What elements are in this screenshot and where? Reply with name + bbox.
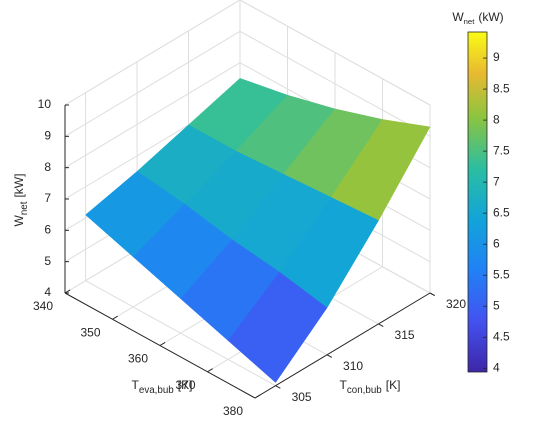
y-tick-label: 380: [223, 404, 243, 418]
x-axis-label-part: T: [340, 378, 348, 392]
x-axis-label-part: [K]: [386, 378, 401, 392]
y-tick-label: 340: [33, 299, 53, 313]
colorbar: [467, 31, 488, 373]
x-tick-label: 310: [343, 359, 363, 373]
y-axis-label: Teva,bub [K]: [132, 378, 193, 395]
z-axis-label-part: net: [19, 201, 30, 215]
z-tick-label: 7: [44, 191, 51, 205]
z-tick-label: 10: [38, 97, 52, 111]
colorbar-tick-label: 5.5: [493, 267, 510, 281]
z-tick-label: 5: [44, 254, 51, 268]
colorbar-tick-label: 5: [493, 298, 500, 312]
box-edge: [64, 0, 241, 106]
colorbar-tick-label: 8: [493, 112, 500, 126]
x-axis: [254, 292, 431, 399]
z-axis-label: Wnet [kW]: [12, 174, 29, 227]
x-tick: [275, 385, 281, 389]
z-axis-label-part: W: [12, 214, 26, 226]
z-tick-label: 6: [44, 223, 51, 237]
y-tick: [64, 289, 71, 294]
surface-patch: [227, 271, 328, 383]
y-tick-label: 350: [80, 325, 100, 339]
z-tick-label: 9: [44, 129, 51, 143]
x-tick-label: 305: [292, 390, 312, 404]
grid-line: [239, 30, 431, 137]
y-axis-label-part: T: [132, 378, 140, 392]
x-tick-label: 315: [395, 328, 415, 342]
y-axis-label-part: [K]: [178, 378, 193, 392]
colorbar-tick-label: 4.5: [493, 329, 510, 343]
y-tick-label: 360: [128, 352, 148, 366]
y-tick-label: 370: [175, 378, 195, 392]
x-tick: [326, 354, 333, 358]
colorbar-label-part: W: [452, 10, 464, 24]
colorbar-tick-label: 4: [493, 360, 500, 374]
y-tick: [207, 368, 213, 373]
colorbar-tick-label: 6: [493, 236, 500, 250]
surface: [85, 78, 431, 383]
colorbar-tick-label: 7: [493, 174, 500, 188]
x-tick-label: 320: [446, 297, 466, 311]
colorbar-label-part: (kW): [478, 10, 503, 24]
x-tick: [429, 292, 435, 297]
box-edge: [239, 0, 431, 106]
colorbar-label: Wnet (kW): [452, 10, 503, 26]
axes: 305 310 315 320 340 350 360 370 380 4 5 6 7 8 9 10: [33, 97, 466, 418]
z-tick-label: 4: [44, 285, 51, 299]
y-axis: [64, 292, 256, 399]
x-axis-label: Tcon,bub [K]: [340, 378, 401, 395]
x-tick: [378, 323, 384, 327]
y-axis-label-part: eva,bub: [139, 385, 174, 396]
y-tick: [112, 315, 118, 320]
grid-line: [64, 62, 241, 169]
colorbar-tick-label: 7.5: [493, 143, 510, 157]
grid-line: [64, 30, 241, 137]
colorbar-tick-label: 8.5: [493, 81, 510, 95]
colorbar-tick-label: 6.5: [493, 205, 510, 219]
z-tick-label: 8: [44, 160, 51, 174]
y-tick: [159, 341, 166, 346]
z-axis-label-part: [kW]: [12, 174, 26, 198]
x-axis-label-part: con,bub: [347, 385, 382, 396]
colorbar-label-part: net: [464, 17, 476, 26]
colorbar-tick-label: 9: [493, 50, 500, 64]
